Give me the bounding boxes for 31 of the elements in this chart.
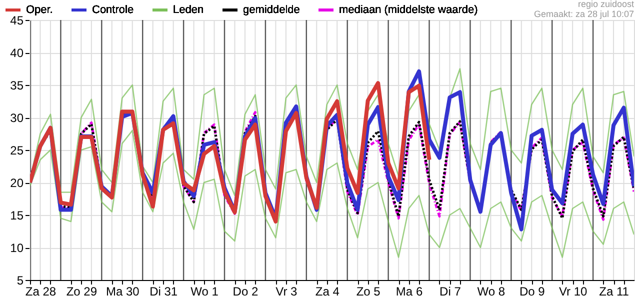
x-tick-label: Do 9	[519, 284, 546, 298]
text: Gemaakt: za 28 jul 10:07	[534, 9, 634, 19]
y-tick-label: 15	[10, 208, 24, 222]
legend-label: mediaan (middelste waarde)	[339, 4, 478, 16]
y-tick-label: 35	[10, 78, 24, 92]
y-tick-label: 45	[10, 14, 24, 28]
x-tick-label: Zo 5	[356, 284, 381, 298]
x-tick-label: Ma 6	[396, 284, 423, 298]
text: regio zuidoost	[578, 0, 634, 9]
legend-label: Controle	[92, 4, 134, 16]
x-tick-label: Vr 10	[558, 284, 588, 298]
y-tick-label: 5	[16, 274, 24, 288]
x-tick-label: Di 7	[440, 284, 462, 298]
y-tick-label: 30	[10, 111, 24, 125]
x-tick-label: Za 28	[25, 284, 56, 298]
x-tick-label: Zo 29	[66, 284, 98, 298]
y-tick-label: 10	[10, 241, 24, 255]
x-tick-label: Wo 8	[477, 284, 506, 298]
x-tick-label: Do 2	[232, 284, 258, 298]
y-tick-label: 40	[10, 46, 24, 60]
x-tick-label: Za 11	[599, 284, 630, 298]
legend-label: Oper.	[26, 4, 53, 16]
x-tick-label: Za 4	[315, 284, 340, 298]
x-tick-label: Wo 1	[190, 284, 219, 298]
x-tick-label: Vr 3	[276, 284, 298, 298]
legend-label: Leden	[173, 4, 204, 16]
y-tick-label: 25	[10, 144, 24, 158]
legend-label: gemiddelde	[243, 4, 300, 16]
x-tick-label: Ma 30	[106, 284, 140, 298]
x-tick-label: Di 31	[150, 284, 178, 298]
y-tick-label: 20	[10, 176, 24, 190]
